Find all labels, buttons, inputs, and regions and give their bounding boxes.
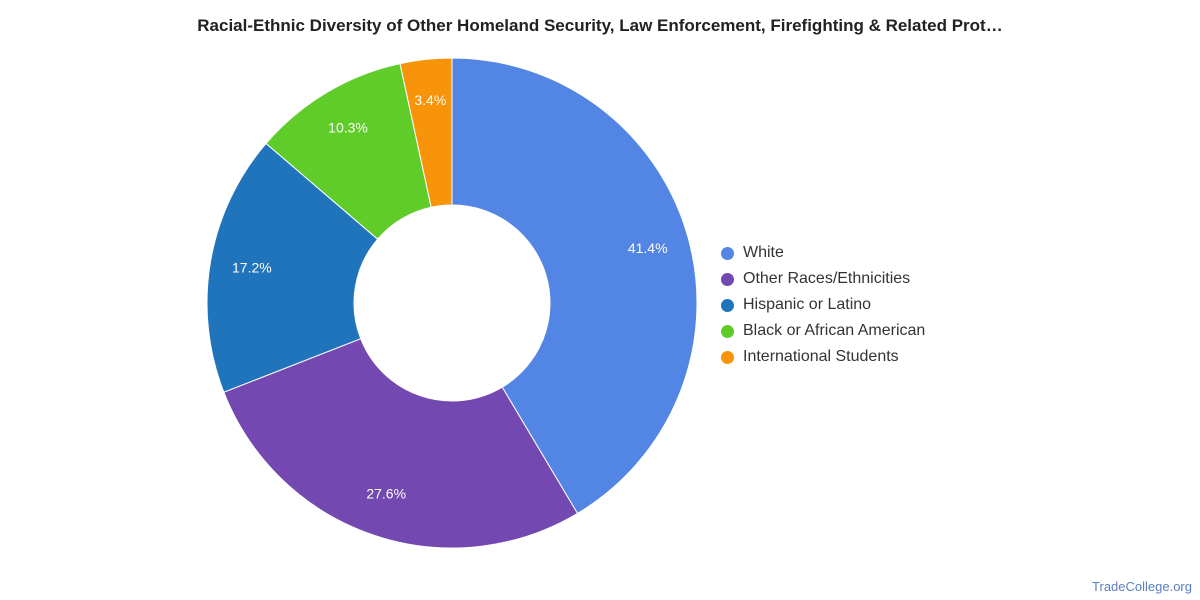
legend-label: International Students [743,348,899,365]
slice-white[interactable] [451,57,698,515]
legend-label: White [743,244,784,261]
legend-label: Black or African American [743,322,926,339]
slice-other-races-ethnicities[interactable] [223,338,579,549]
slice-label-black-or-african-american: 10.3% [328,119,368,135]
legend-swatch [721,246,734,260]
legend-swatch [721,298,734,312]
slice-international-students[interactable] [399,57,453,208]
chart-title: Racial-Ethnic Diversity of Other Homelan… [197,16,1003,35]
slice-label-international-students: 3.4% [414,92,446,108]
legend-item-other-races-ethnicities[interactable]: Other Races/Ethnicities [721,266,925,292]
legend-item-hispanic-or-latino[interactable]: Hispanic or Latino [721,292,925,318]
legend-swatch [721,272,734,286]
legend-item-white[interactable]: White [721,240,925,266]
slice-black-or-african-american[interactable] [265,62,432,240]
slice-hispanic-or-latino[interactable] [206,142,379,393]
chart-legend: White Other Races/Ethnicities Hispanic or … [721,240,925,370]
legend-item-black-or-african-american[interactable]: Black or African American [721,318,925,344]
source-credit[interactable]: TradeCollege.org [1092,579,1192,594]
legend-label: Hispanic or Latino [743,296,872,313]
legend-swatch [721,350,734,364]
slice-label-hispanic-or-latino: 17.2% [232,260,272,276]
legend-label: Other Races/Ethnicities [743,270,911,287]
slice-label-white: 41.4% [628,240,668,256]
legend-item-international-students[interactable]: International Students [721,344,925,370]
donut-slices [206,57,698,549]
donut-slice-labels: 41.4% 27.6% 17.2% 10.3% 3.4% [232,92,668,502]
slice-label-other-races-ethnicities: 27.6% [366,486,406,502]
legend-swatch [721,324,734,338]
